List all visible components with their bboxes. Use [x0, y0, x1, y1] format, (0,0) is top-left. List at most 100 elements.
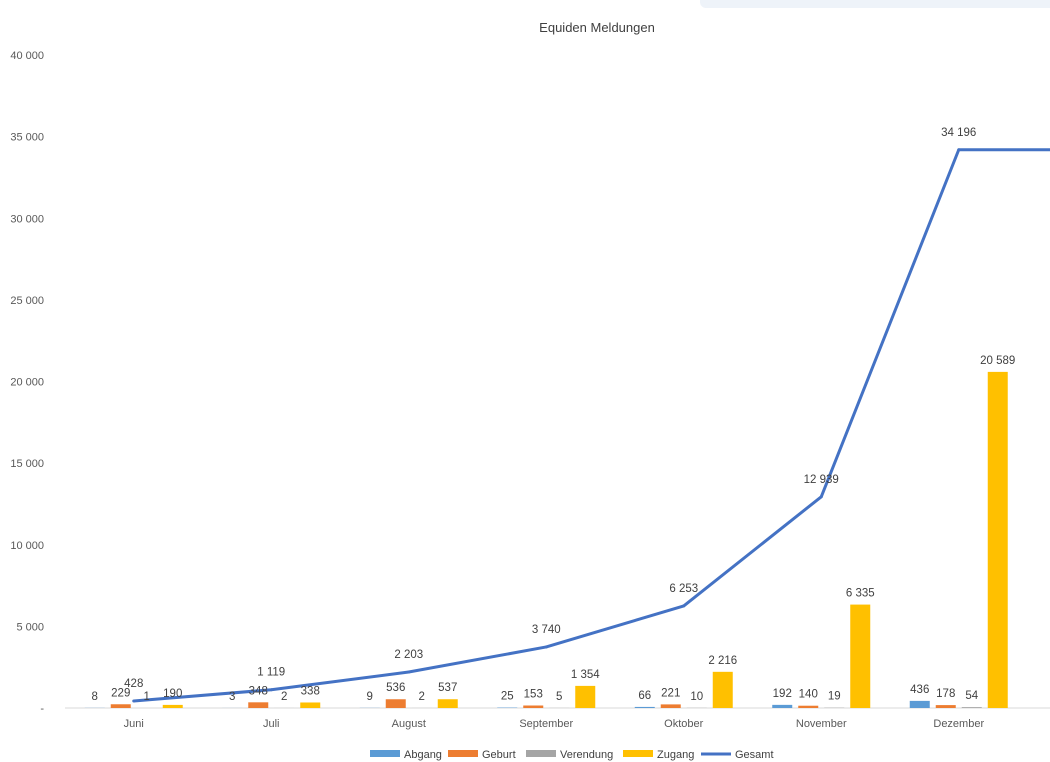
- bar-zugang: [162, 704, 183, 708]
- y-tick-label: 40 000: [10, 50, 44, 62]
- bar-data-label: 25: [501, 691, 514, 703]
- bar-data-label: 192: [773, 688, 792, 700]
- bar-geburt: [660, 704, 681, 708]
- legend-label: Gesamt: [735, 749, 774, 761]
- bar-zugang: [575, 685, 596, 708]
- legend-swatch: [623, 750, 653, 757]
- bar-data-label: 536: [386, 682, 405, 694]
- chart-title: Equiden Meldungen: [539, 20, 655, 35]
- top-right-decoration: [700, 0, 1050, 8]
- y-axis: - 5 000 10 000 15 000 20 000 25 000 30 000 35 0…: [10, 50, 44, 715]
- bar-data-label: 229: [111, 687, 130, 699]
- bar-data-label: 10: [690, 691, 703, 703]
- bar-data-label: 140: [799, 689, 818, 701]
- legend-item-zugang: Zugang: [623, 749, 694, 761]
- bar-data-label: 153: [524, 689, 543, 701]
- line-data-label: 3 740: [532, 624, 561, 636]
- line-data-label: 428: [124, 678, 143, 690]
- y-tick-label: 30 000: [10, 213, 44, 225]
- bar-geburt: [110, 704, 131, 708]
- line-data-label: 1 119: [257, 667, 285, 679]
- legend-label: Verendung: [560, 749, 613, 761]
- bar-data-label: 19: [828, 691, 841, 703]
- bar-verendung: [961, 707, 982, 708]
- bar-geburt: [798, 705, 819, 708]
- line-gesamt: [133, 148, 1050, 703]
- bar-zugang: [437, 699, 458, 708]
- y-tick-label: 25 000: [10, 295, 44, 307]
- bar-data-label: 2: [281, 691, 287, 703]
- bar-data-label: 2 216: [708, 655, 737, 667]
- x-tick-label: Oktober: [664, 718, 703, 730]
- line-point-gesamt: [544, 645, 548, 649]
- bar-abgang: [909, 700, 930, 708]
- x-axis: Juni Juli August September Oktober November De…: [124, 718, 985, 730]
- legend-label: Zugang: [657, 749, 694, 761]
- line-point-gesamt: [269, 688, 273, 692]
- line-point-gesamt: [132, 699, 136, 703]
- legend-swatch: [526, 750, 556, 757]
- bars: [84, 371, 1008, 708]
- bar-data-label: 9: [367, 691, 373, 703]
- bar-data-label: 1: [144, 691, 150, 703]
- x-tick-label: Juni: [124, 718, 144, 730]
- bar-zugang: [712, 671, 733, 708]
- bar-data-label: 6 335: [846, 588, 875, 600]
- line-data-label: 34 196: [941, 127, 976, 139]
- line-data-label: 6 253: [669, 583, 698, 595]
- y-tick-label: 5 000: [16, 621, 44, 633]
- y-tick-label: 20 000: [10, 377, 44, 389]
- legend-item-verendung: Verendung: [526, 749, 613, 761]
- line-point-gesamt: [682, 604, 686, 608]
- x-tick-label: September: [519, 718, 573, 730]
- x-tick-label: Dezember: [933, 718, 984, 730]
- bar-data-label: 20 589: [980, 355, 1015, 367]
- bar-abgang: [772, 704, 793, 708]
- bar-geburt: [385, 699, 406, 708]
- legend: Abgang Geburt Verendung Zugang Gesamt: [370, 749, 774, 761]
- line-layer: [132, 148, 1050, 703]
- bar-abgang: [634, 706, 655, 708]
- y-tick-label: 35 000: [10, 132, 44, 144]
- line-data-label: 12 939: [804, 474, 839, 486]
- legend-item-geburt: Geburt: [448, 749, 516, 761]
- bar-zugang: [987, 371, 1008, 708]
- line-point-gesamt: [819, 495, 823, 499]
- legend-label: Abgang: [404, 749, 442, 761]
- bar-geburt: [935, 705, 956, 708]
- line-point-gesamt: [957, 148, 961, 152]
- bar-data-label: 5: [556, 691, 562, 703]
- bar-data-label: 2: [419, 691, 425, 703]
- bar-geburt: [248, 702, 269, 708]
- x-tick-label: August: [392, 718, 426, 730]
- line-point-gesamt: [407, 670, 411, 674]
- y-tick-label: -: [40, 703, 44, 715]
- bar-data-label: 348: [249, 685, 268, 697]
- bar-data-label: 8: [92, 691, 98, 703]
- x-tick-label: Juli: [263, 718, 280, 730]
- y-tick-label: 10 000: [10, 540, 44, 552]
- bar-zugang: [850, 604, 871, 708]
- legend-label: Geburt: [482, 749, 516, 761]
- legend-item-gesamt: Gesamt: [701, 749, 774, 761]
- bar-zugang: [300, 702, 321, 708]
- legend-swatch: [448, 750, 478, 757]
- line-data-label: 2 203: [394, 649, 423, 661]
- bar-data-label: 338: [301, 685, 320, 697]
- bar-data-label: 190: [163, 688, 182, 700]
- bar-data-label: 221: [661, 687, 680, 699]
- bar-data-label: 436: [910, 684, 929, 696]
- bar-data-label: 537: [438, 682, 457, 694]
- legend-item-abgang: Abgang: [370, 749, 442, 761]
- legend-swatch: [370, 750, 400, 757]
- bar-data-label: 3: [229, 691, 235, 703]
- bar-data-label: 54: [965, 690, 978, 702]
- bar-data-label: 1 354: [571, 669, 600, 681]
- bar-data-label: 66: [638, 690, 651, 702]
- x-tick-label: November: [796, 718, 847, 730]
- y-tick-label: 15 000: [10, 458, 44, 470]
- bar-geburt: [523, 705, 544, 708]
- bar-data-label: 178: [936, 688, 955, 700]
